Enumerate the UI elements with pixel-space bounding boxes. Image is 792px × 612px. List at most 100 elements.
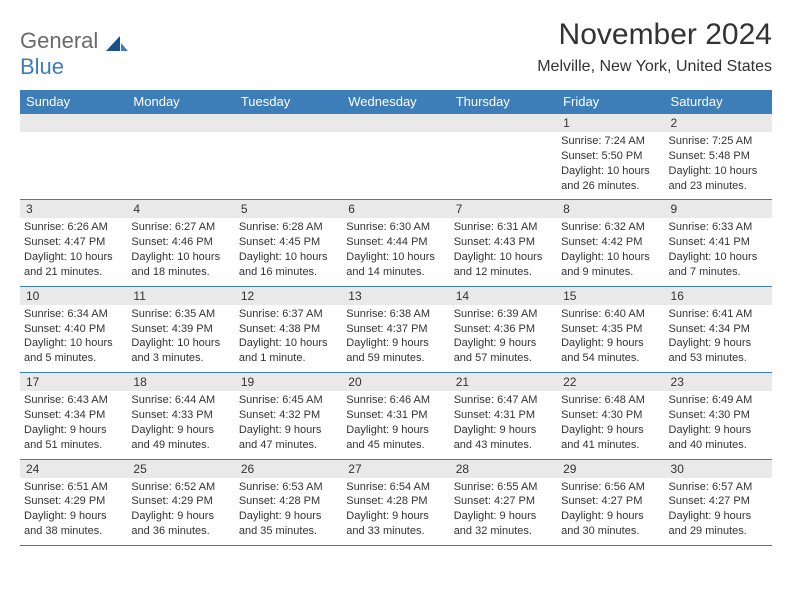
sunrise-text: Sunrise: 6:33 AM: [669, 220, 768, 235]
daylight-text: Daylight: 10 hours: [454, 250, 553, 265]
day-data-cell: [127, 132, 234, 200]
daylight-text: Daylight: 10 hours: [24, 250, 123, 265]
sunset-text: Sunset: 4:34 PM: [669, 322, 768, 337]
daylight-text: and 30 minutes.: [561, 524, 660, 539]
day-data-cell: Sunrise: 6:54 AMSunset: 4:28 PMDaylight:…: [342, 478, 449, 546]
daylight-text: Daylight: 10 hours: [669, 164, 768, 179]
sunrise-text: Sunrise: 6:35 AM: [131, 307, 230, 322]
daylight-text: Daylight: 10 hours: [131, 250, 230, 265]
day-number: 1: [563, 116, 570, 130]
week-row: Sunrise: 6:26 AMSunset: 4:47 PMDaylight:…: [20, 218, 772, 286]
daylight-text: Daylight: 9 hours: [561, 423, 660, 438]
sunset-text: Sunset: 4:28 PM: [346, 494, 445, 509]
sunrise-text: Sunrise: 6:32 AM: [561, 220, 660, 235]
daylight-text: Daylight: 9 hours: [346, 336, 445, 351]
day-data-cell: Sunrise: 6:55 AMSunset: 4:27 PMDaylight:…: [450, 478, 557, 546]
day-number-cell: 17: [20, 373, 127, 392]
day-data-cell: Sunrise: 6:41 AMSunset: 4:34 PMDaylight:…: [665, 305, 772, 373]
day-number: 14: [456, 289, 469, 303]
day-number: 12: [241, 289, 254, 303]
day-number-cell: 27: [342, 459, 449, 478]
day-data-cell: [20, 132, 127, 200]
sunrise-text: Sunrise: 7:25 AM: [669, 134, 768, 149]
logo: General Blue: [20, 28, 128, 80]
day-data-cell: Sunrise: 6:47 AMSunset: 4:31 PMDaylight:…: [450, 391, 557, 459]
sunrise-text: Sunrise: 6:57 AM: [669, 480, 768, 495]
col-thursday: Thursday: [450, 90, 557, 114]
daylight-text: and 3 minutes.: [131, 351, 230, 366]
day-number: 7: [456, 202, 463, 216]
day-number: 21: [456, 375, 469, 389]
daylight-text: Daylight: 10 hours: [561, 250, 660, 265]
sunset-text: Sunset: 5:50 PM: [561, 149, 660, 164]
day-number-cell: 20: [342, 373, 449, 392]
day-data-cell: Sunrise: 6:48 AMSunset: 4:30 PMDaylight:…: [557, 391, 664, 459]
daylight-text: and 33 minutes.: [346, 524, 445, 539]
sunrise-text: Sunrise: 6:53 AM: [239, 480, 338, 495]
daylight-text: and 32 minutes.: [454, 524, 553, 539]
sunrise-text: Sunrise: 6:55 AM: [454, 480, 553, 495]
day-data-cell: Sunrise: 6:44 AMSunset: 4:33 PMDaylight:…: [127, 391, 234, 459]
logo-text: General Blue: [20, 28, 128, 80]
daylight-text: and 53 minutes.: [669, 351, 768, 366]
day-number-cell: 1: [557, 114, 664, 133]
daylight-text: and 18 minutes.: [131, 265, 230, 280]
day-data-cell: Sunrise: 6:31 AMSunset: 4:43 PMDaylight:…: [450, 218, 557, 286]
day-number-cell: 18: [127, 373, 234, 392]
sunset-text: Sunset: 4:40 PM: [24, 322, 123, 337]
logo-line-2: Blue: [20, 54, 64, 79]
daynum-row: 12: [20, 114, 772, 133]
day-number-cell: [127, 114, 234, 133]
day-data-cell: Sunrise: 6:46 AMSunset: 4:31 PMDaylight:…: [342, 391, 449, 459]
sunrise-text: Sunrise: 6:43 AM: [24, 393, 123, 408]
day-number: 26: [241, 462, 254, 476]
daylight-text: and 14 minutes.: [346, 265, 445, 280]
day-data-cell: Sunrise: 6:30 AMSunset: 4:44 PMDaylight:…: [342, 218, 449, 286]
daylight-text: and 29 minutes.: [669, 524, 768, 539]
day-data-cell: Sunrise: 6:45 AMSunset: 4:32 PMDaylight:…: [235, 391, 342, 459]
col-saturday: Saturday: [665, 90, 772, 114]
day-data-cell: Sunrise: 6:37 AMSunset: 4:38 PMDaylight:…: [235, 305, 342, 373]
day-data-cell: Sunrise: 6:52 AMSunset: 4:29 PMDaylight:…: [127, 478, 234, 546]
daylight-text: Daylight: 10 hours: [239, 250, 338, 265]
daylight-text: and 54 minutes.: [561, 351, 660, 366]
daylight-text: and 5 minutes.: [24, 351, 123, 366]
sunset-text: Sunset: 4:46 PM: [131, 235, 230, 250]
weekday-header-row: Sunday Monday Tuesday Wednesday Thursday…: [20, 90, 772, 114]
sunrise-text: Sunrise: 6:51 AM: [24, 480, 123, 495]
daylight-text: and 45 minutes.: [346, 438, 445, 453]
sunrise-text: Sunrise: 6:47 AM: [454, 393, 553, 408]
day-data-cell: Sunrise: 6:53 AMSunset: 4:28 PMDaylight:…: [235, 478, 342, 546]
sunrise-text: Sunrise: 6:46 AM: [346, 393, 445, 408]
day-data-cell: Sunrise: 7:25 AMSunset: 5:48 PMDaylight:…: [665, 132, 772, 200]
month-title: November 2024: [537, 18, 772, 52]
daylight-text: Daylight: 9 hours: [131, 423, 230, 438]
day-number: 16: [671, 289, 684, 303]
sunrise-text: Sunrise: 6:40 AM: [561, 307, 660, 322]
sunrise-text: Sunrise: 6:41 AM: [669, 307, 768, 322]
day-number-cell: 9: [665, 200, 772, 219]
sunrise-text: Sunrise: 6:48 AM: [561, 393, 660, 408]
location: Melville, New York, United States: [537, 58, 772, 76]
sunrise-text: Sunrise: 6:56 AM: [561, 480, 660, 495]
sunset-text: Sunset: 4:36 PM: [454, 322, 553, 337]
sunrise-text: Sunrise: 6:54 AM: [346, 480, 445, 495]
day-number: 17: [26, 375, 39, 389]
daylight-text: and 40 minutes.: [669, 438, 768, 453]
daylight-text: and 38 minutes.: [24, 524, 123, 539]
col-sunday: Sunday: [20, 90, 127, 114]
daylight-text: and 16 minutes.: [239, 265, 338, 280]
sunrise-text: Sunrise: 6:28 AM: [239, 220, 338, 235]
day-number: 30: [671, 462, 684, 476]
day-number: 19: [241, 375, 254, 389]
daylight-text: and 12 minutes.: [454, 265, 553, 280]
day-data-cell: Sunrise: 6:26 AMSunset: 4:47 PMDaylight:…: [20, 218, 127, 286]
day-number-cell: 4: [127, 200, 234, 219]
daylight-text: and 41 minutes.: [561, 438, 660, 453]
day-number-cell: 25: [127, 459, 234, 478]
daylight-text: Daylight: 9 hours: [24, 509, 123, 524]
daylight-text: Daylight: 9 hours: [669, 509, 768, 524]
sunset-text: Sunset: 4:27 PM: [561, 494, 660, 509]
daylight-text: and 7 minutes.: [669, 265, 768, 280]
day-number-cell: 16: [665, 286, 772, 305]
